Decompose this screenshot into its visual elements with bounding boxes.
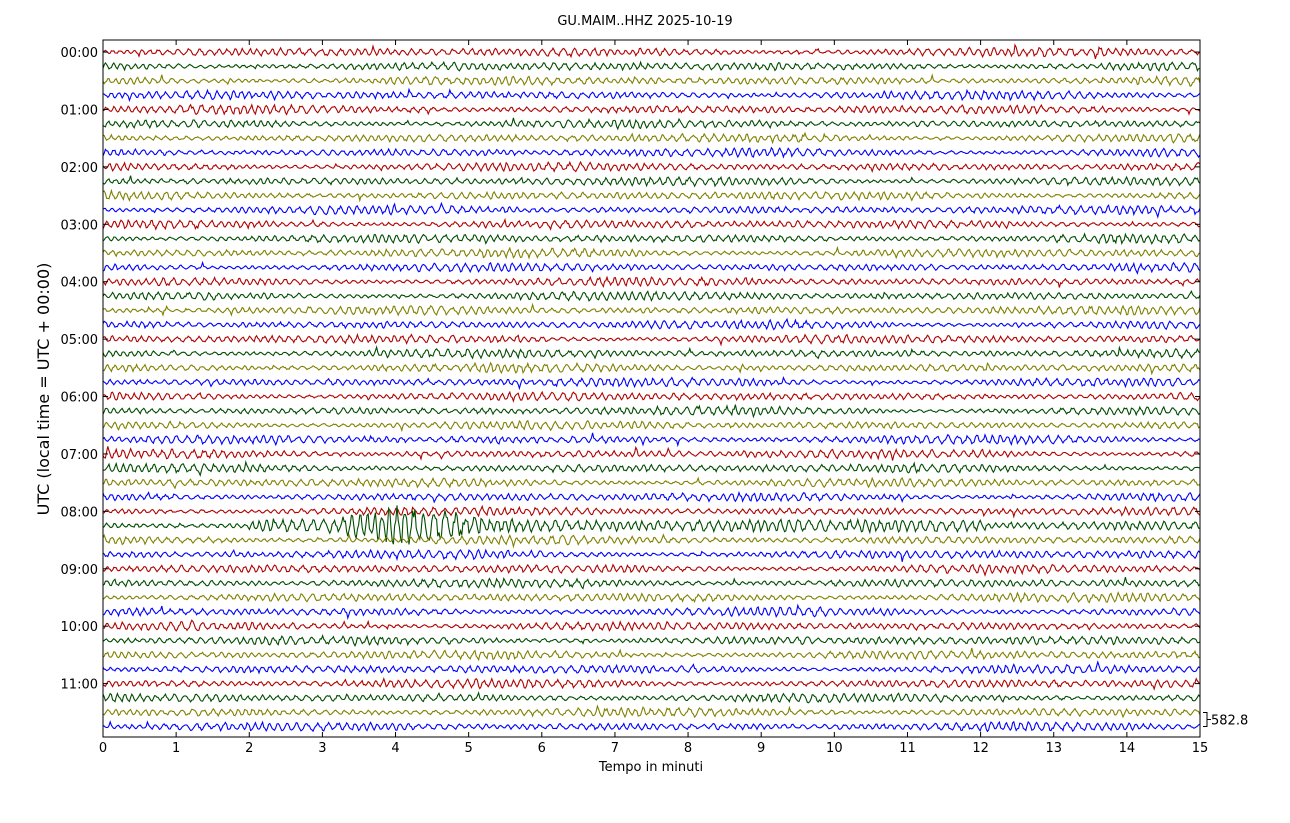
seismic-trace bbox=[102, 591, 1201, 604]
seismic-trace bbox=[102, 217, 1200, 231]
x-tick-label: 7 bbox=[611, 741, 619, 756]
seismic-trace bbox=[102, 476, 1200, 490]
y-tick-label: 11:00 bbox=[61, 678, 98, 693]
y-tick-label: 03:00 bbox=[61, 218, 98, 233]
seismic-trace bbox=[102, 175, 1201, 188]
seismic-trace bbox=[102, 87, 1201, 103]
seismic-trace bbox=[102, 533, 1201, 549]
seismic-trace bbox=[102, 548, 1201, 562]
seismic-trace bbox=[102, 563, 1201, 577]
y-tick-label: 01:00 bbox=[61, 103, 98, 118]
seismic-trace bbox=[102, 43, 1201, 59]
seismic-trace bbox=[102, 345, 1201, 360]
seismic-trace bbox=[102, 505, 1200, 545]
y-tick-label: 04:00 bbox=[61, 276, 98, 291]
x-tick-label: 12 bbox=[972, 741, 989, 756]
seismic-trace bbox=[102, 60, 1200, 72]
seismic-trace bbox=[102, 676, 1201, 691]
seismic-trace bbox=[102, 419, 1201, 433]
seismic-trace bbox=[102, 404, 1201, 419]
x-tick-label: 4 bbox=[391, 741, 399, 756]
x-tick-label: 5 bbox=[465, 741, 473, 756]
seismic-trace bbox=[102, 576, 1201, 590]
seismic-trace bbox=[102, 117, 1201, 131]
x-tick-label: 3 bbox=[318, 741, 326, 756]
x-tick-label: 14 bbox=[1119, 741, 1136, 756]
seismic-trace bbox=[102, 317, 1201, 331]
y-tick-label: 02:00 bbox=[61, 161, 98, 176]
y-tick-label: 00:00 bbox=[61, 46, 98, 61]
seismic-trace bbox=[102, 290, 1201, 302]
seismic-trace bbox=[102, 704, 1201, 719]
seismic-trace bbox=[102, 302, 1201, 317]
y-tick-label: 09:00 bbox=[61, 563, 98, 578]
x-tick-label: 8 bbox=[684, 741, 692, 756]
traces bbox=[102, 43, 1201, 733]
x-tick-label: 13 bbox=[1045, 741, 1062, 756]
y-tick-label: 05:00 bbox=[61, 333, 98, 348]
seismic-trace bbox=[102, 260, 1201, 275]
seismic-trace bbox=[102, 232, 1201, 246]
seismic-trace bbox=[102, 275, 1200, 288]
seismic-trace bbox=[102, 361, 1201, 376]
seismic-trace bbox=[102, 459, 1200, 478]
x-tick-label: 9 bbox=[757, 741, 765, 756]
y-axis-label: UTC (local time = UTC + 00:00) bbox=[34, 263, 53, 516]
seismic-trace bbox=[102, 146, 1201, 159]
seismic-trace bbox=[102, 245, 1201, 260]
seismic-trace bbox=[102, 188, 1201, 203]
seismic-trace bbox=[102, 73, 1201, 88]
y-tick-label: 06:00 bbox=[61, 391, 98, 406]
seismic-trace bbox=[102, 619, 1201, 632]
x-axis-label: Tempo in minuti bbox=[598, 760, 703, 775]
x-tick-label: 2 bbox=[245, 741, 253, 756]
seismic-trace bbox=[102, 647, 1200, 662]
x-tick-label: 6 bbox=[538, 741, 546, 756]
seismic-trace bbox=[102, 690, 1201, 704]
seismic-trace bbox=[102, 332, 1201, 347]
seismic-trace bbox=[102, 390, 1201, 403]
scale-bracket bbox=[1203, 711, 1211, 727]
seismic-trace bbox=[102, 490, 1201, 504]
y-tick-label: 08:00 bbox=[61, 505, 98, 520]
x-tick-label: 10 bbox=[826, 741, 843, 756]
seismic-trace bbox=[102, 160, 1201, 174]
x-tick-label: 1 bbox=[172, 741, 180, 756]
scale-label: 582.8 bbox=[1211, 713, 1248, 728]
seismic-trace bbox=[102, 660, 1201, 675]
y-tick-label: 07:00 bbox=[61, 448, 98, 463]
plot-frame bbox=[102, 39, 1201, 738]
seismic-trace bbox=[102, 634, 1201, 647]
seismic-trace bbox=[102, 445, 1201, 462]
x-tick-label: 0 bbox=[99, 741, 107, 756]
seismic-trace bbox=[102, 103, 1201, 116]
seismic-trace bbox=[102, 432, 1200, 448]
seismic-trace bbox=[102, 603, 1201, 621]
seismic-trace bbox=[102, 504, 1201, 519]
seismic-trace bbox=[102, 720, 1201, 733]
seismic-trace bbox=[102, 201, 1201, 219]
y-tick-label: 10:00 bbox=[61, 620, 98, 635]
x-tick-label: 11 bbox=[899, 741, 916, 756]
seismic-trace bbox=[102, 131, 1201, 145]
chart-title: GU.MAIM..HHZ 2025-10-19 bbox=[557, 14, 732, 29]
x-tick-label: 15 bbox=[1192, 741, 1209, 756]
seismic-trace bbox=[102, 375, 1201, 391]
